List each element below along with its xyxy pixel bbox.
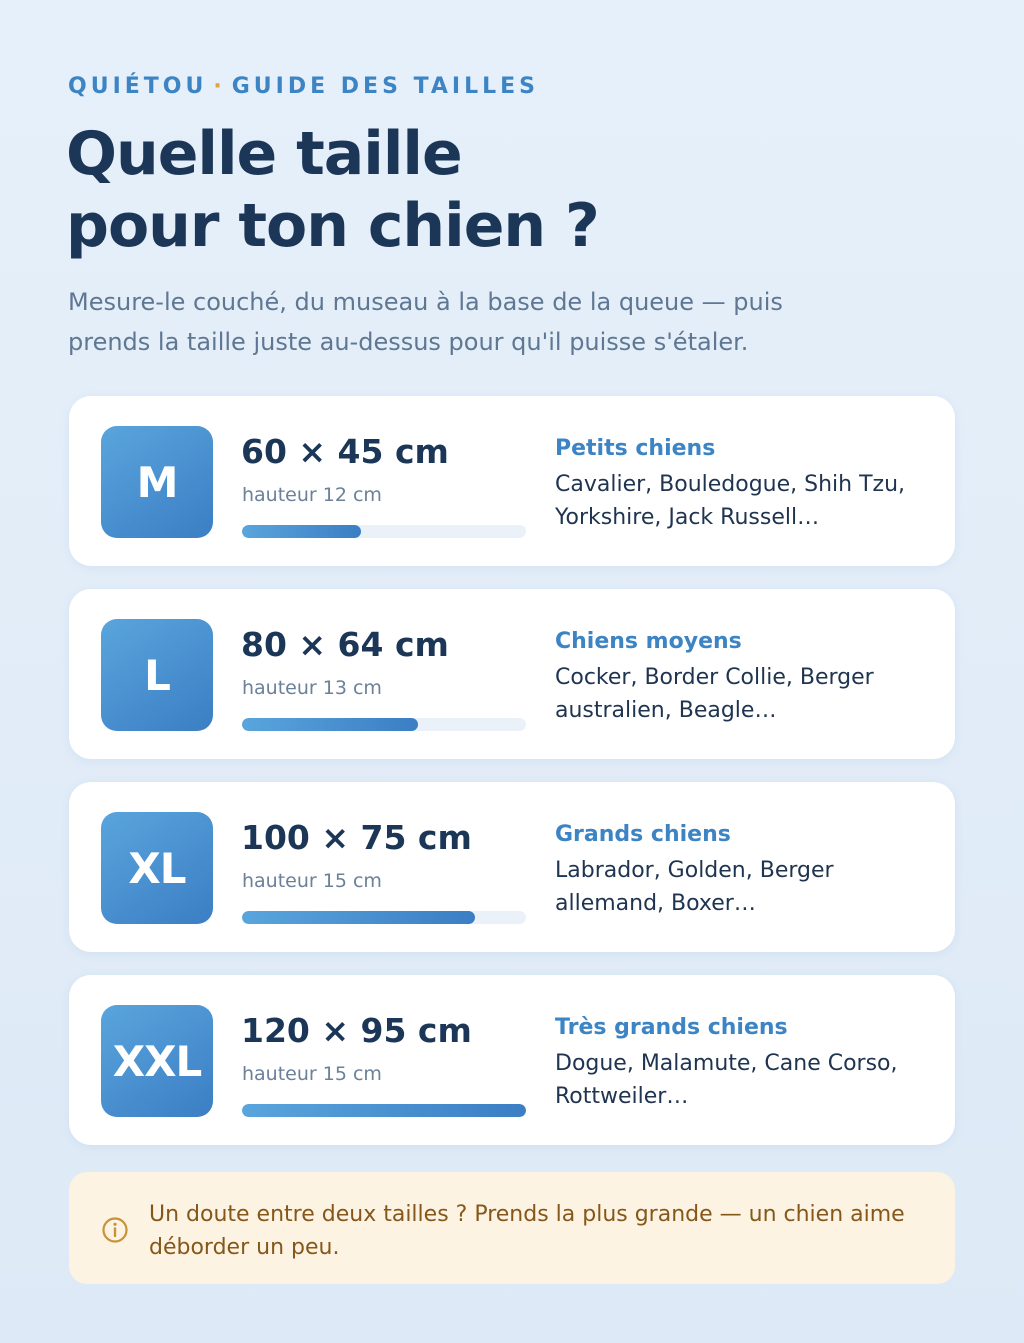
- size-category: Grands chiens: [555, 822, 731, 847]
- size-breeds: Dogue, Malamute, Cane Corso, Rottweiler…: [555, 1051, 898, 1109]
- title-line-2: pour ton chien ?: [66, 191, 600, 261]
- size-dimensions: 120 × 95 cm: [241, 1011, 472, 1050]
- size-height: hauteur 12 cm: [242, 484, 382, 506]
- section-name: GUIDE DES TAILLES: [231, 74, 539, 99]
- size-breeds: Cavalier, Bouledogue, Shih Tzu, Yorkshir…: [555, 472, 906, 530]
- title-line-1: Quelle taille: [66, 119, 463, 189]
- size-category: Petits chiens: [555, 436, 716, 461]
- page-subtitle: Mesure-le couché, du museau à la base de…: [68, 288, 783, 356]
- size-badge: XL: [101, 812, 213, 924]
- size-card-xxl: XXL 120 × 95 cm hauteur 15 cm Très grand…: [69, 975, 955, 1145]
- size-breeds: Labrador, Golden, Berger allemand, Boxer…: [555, 858, 834, 916]
- size-bar: [242, 1104, 526, 1117]
- size-card-m: M 60 × 45 cm hauteur 12 cm Petits chiens…: [69, 396, 955, 566]
- size-dimensions: 100 × 75 cm: [241, 818, 472, 857]
- brand-name: QUIÉTOU: [68, 74, 208, 99]
- size-bar-fill: [242, 911, 475, 924]
- size-bar: [242, 525, 526, 538]
- eyebrow-separator: ·: [213, 74, 226, 99]
- size-breeds: Cocker, Border Collie, Berger australien…: [555, 665, 874, 723]
- size-dimensions: 60 × 45 cm: [241, 432, 449, 471]
- size-bar-fill: [242, 525, 362, 538]
- size-dimensions: 80 × 64 cm: [241, 625, 449, 664]
- size-bar-fill: [242, 718, 419, 731]
- size-height: hauteur 15 cm: [242, 870, 382, 892]
- size-bar: [242, 718, 526, 731]
- size-category: Très grands chiens: [555, 1015, 788, 1040]
- size-badge: XXL: [101, 1005, 213, 1117]
- size-badge: L: [101, 619, 213, 731]
- size-bar: [242, 911, 526, 924]
- size-card-xl: XL 100 × 75 cm hauteur 15 cm Grands chie…: [69, 782, 955, 952]
- size-list: M 60 × 45 cm hauteur 12 cm Petits chiens…: [69, 396, 955, 1168]
- info-icon: [102, 1217, 128, 1243]
- size-badge: M: [101, 426, 213, 538]
- size-height: hauteur 13 cm: [242, 677, 382, 699]
- tip-callout: Un doute entre deux tailles ? Prends la …: [69, 1172, 955, 1284]
- size-card-l: L 80 × 64 cm hauteur 13 cm Chiens moyens…: [69, 589, 955, 759]
- size-height: hauteur 15 cm: [242, 1063, 382, 1085]
- page-title: Quelle taille pour ton chien ?: [66, 118, 600, 262]
- size-category: Chiens moyens: [555, 629, 742, 654]
- eyebrow: QUIÉTOU · GUIDE DES TAILLES: [68, 74, 539, 99]
- tip-text: Un doute entre deux tailles ? Prends la …: [149, 1202, 905, 1260]
- size-bar-fill: [242, 1104, 526, 1117]
